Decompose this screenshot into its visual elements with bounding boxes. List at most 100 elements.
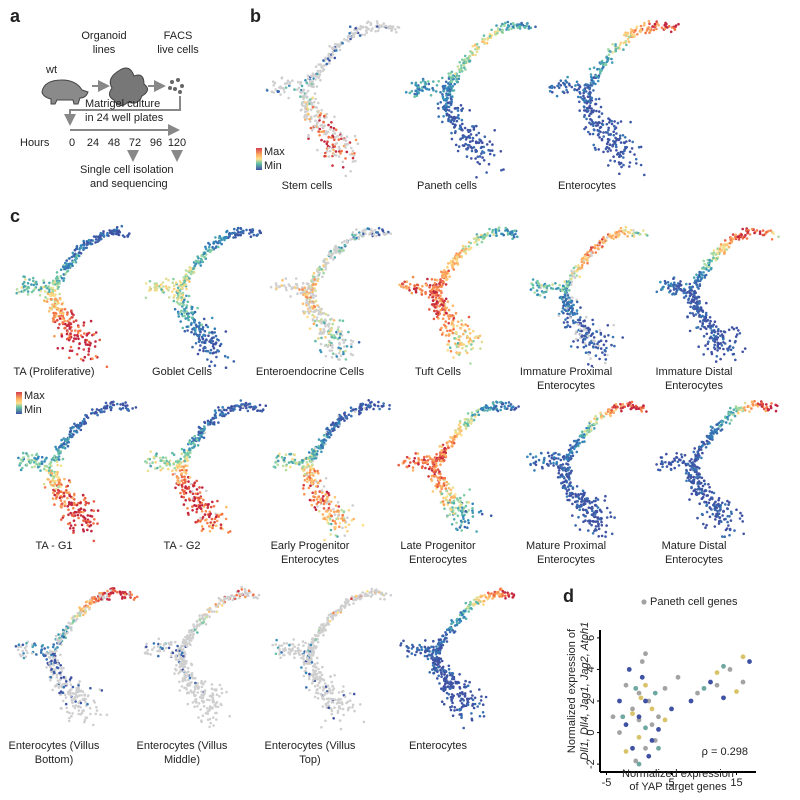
umap-point [15, 291, 18, 295]
umap-point [42, 279, 45, 282]
umap-point [326, 323, 330, 327]
umap-point [471, 139, 474, 143]
umap-point [351, 233, 354, 237]
umap-point [301, 288, 304, 291]
umap-point [338, 45, 341, 48]
umap-point [86, 332, 89, 336]
umap-point [560, 289, 564, 293]
umap-point [692, 276, 696, 279]
umap-point [699, 306, 703, 310]
umap-point [324, 325, 327, 328]
umap-point [73, 429, 76, 433]
umap-point [327, 146, 331, 150]
umap-point [51, 279, 55, 283]
umap-point [466, 324, 470, 328]
umap-point [442, 89, 445, 93]
umap-point [475, 50, 479, 53]
umap-point [70, 501, 73, 505]
umap-point [563, 326, 567, 329]
umap-point [307, 100, 310, 103]
umap-point [320, 336, 323, 340]
umap-point [109, 229, 113, 233]
umap-point [652, 28, 656, 32]
umap-point [313, 300, 317, 304]
umap-point [461, 244, 465, 248]
umap-point [61, 315, 65, 318]
umap-point [605, 346, 608, 350]
umap-point [322, 64, 326, 67]
umap-point [630, 33, 634, 36]
umap-point [158, 456, 162, 460]
umap-point [81, 528, 85, 531]
umap-point [467, 336, 470, 339]
umap-point [457, 145, 461, 148]
umap-point [198, 491, 202, 494]
umap-point [39, 469, 42, 472]
umap-point [404, 91, 408, 94]
umap-point [446, 300, 450, 304]
umap-point [326, 515, 330, 519]
umap-point [561, 284, 565, 288]
umap-point [583, 99, 586, 103]
umap-point [61, 313, 65, 316]
umap-point [311, 85, 314, 88]
umap-point [68, 521, 72, 525]
umap-point [377, 26, 381, 30]
umap-point [64, 502, 67, 506]
umap-point [599, 62, 602, 65]
umap-point [365, 31, 369, 34]
umap-point [501, 22, 504, 26]
umap-point [420, 89, 424, 92]
umap-point [606, 353, 609, 357]
umap-point [444, 311, 448, 315]
umap-point [21, 282, 25, 286]
umap-point [696, 276, 699, 279]
umap-point [642, 24, 646, 27]
umap-point [25, 463, 29, 466]
umap-point [447, 343, 451, 346]
umap-point [575, 80, 579, 84]
umap-point [589, 117, 592, 121]
text: lines [93, 44, 116, 56]
umap-point [200, 435, 204, 439]
umap-point [48, 466, 51, 469]
umap-point [591, 318, 594, 322]
umap-point [318, 510, 321, 513]
umap-point [437, 107, 440, 110]
umap-point [186, 464, 189, 468]
umap-point [280, 76, 284, 79]
umap-point [449, 85, 452, 89]
umap-point [234, 404, 237, 408]
umap-point [340, 134, 343, 137]
umap-point [57, 326, 60, 330]
umap-point [341, 160, 345, 164]
umap-point [332, 148, 335, 152]
umap-point [106, 404, 109, 408]
umap-point [628, 231, 631, 235]
umap-point [200, 503, 204, 507]
umap-point [314, 97, 317, 101]
umap-point [164, 456, 168, 460]
umap-point [334, 353, 338, 356]
umap-point [112, 229, 116, 233]
umap-point [47, 310, 51, 313]
umap-point [53, 311, 57, 315]
umap-point [664, 23, 667, 26]
umap-point [213, 520, 216, 524]
umap-point [176, 476, 179, 480]
umap-point [211, 500, 214, 504]
umap-point [196, 260, 200, 263]
umap-point [432, 80, 435, 83]
umap-point [176, 479, 179, 482]
umap-point [211, 339, 215, 343]
umap-point [320, 489, 324, 492]
umap-point [72, 426, 75, 429]
umap-point [73, 503, 77, 507]
umap-point [607, 48, 610, 51]
umap-plot [17, 400, 138, 543]
hour-label: 120 [168, 137, 186, 149]
umap-point [562, 300, 566, 303]
umap-point [194, 492, 198, 496]
umap-point [481, 37, 484, 41]
umap-point [217, 408, 221, 412]
